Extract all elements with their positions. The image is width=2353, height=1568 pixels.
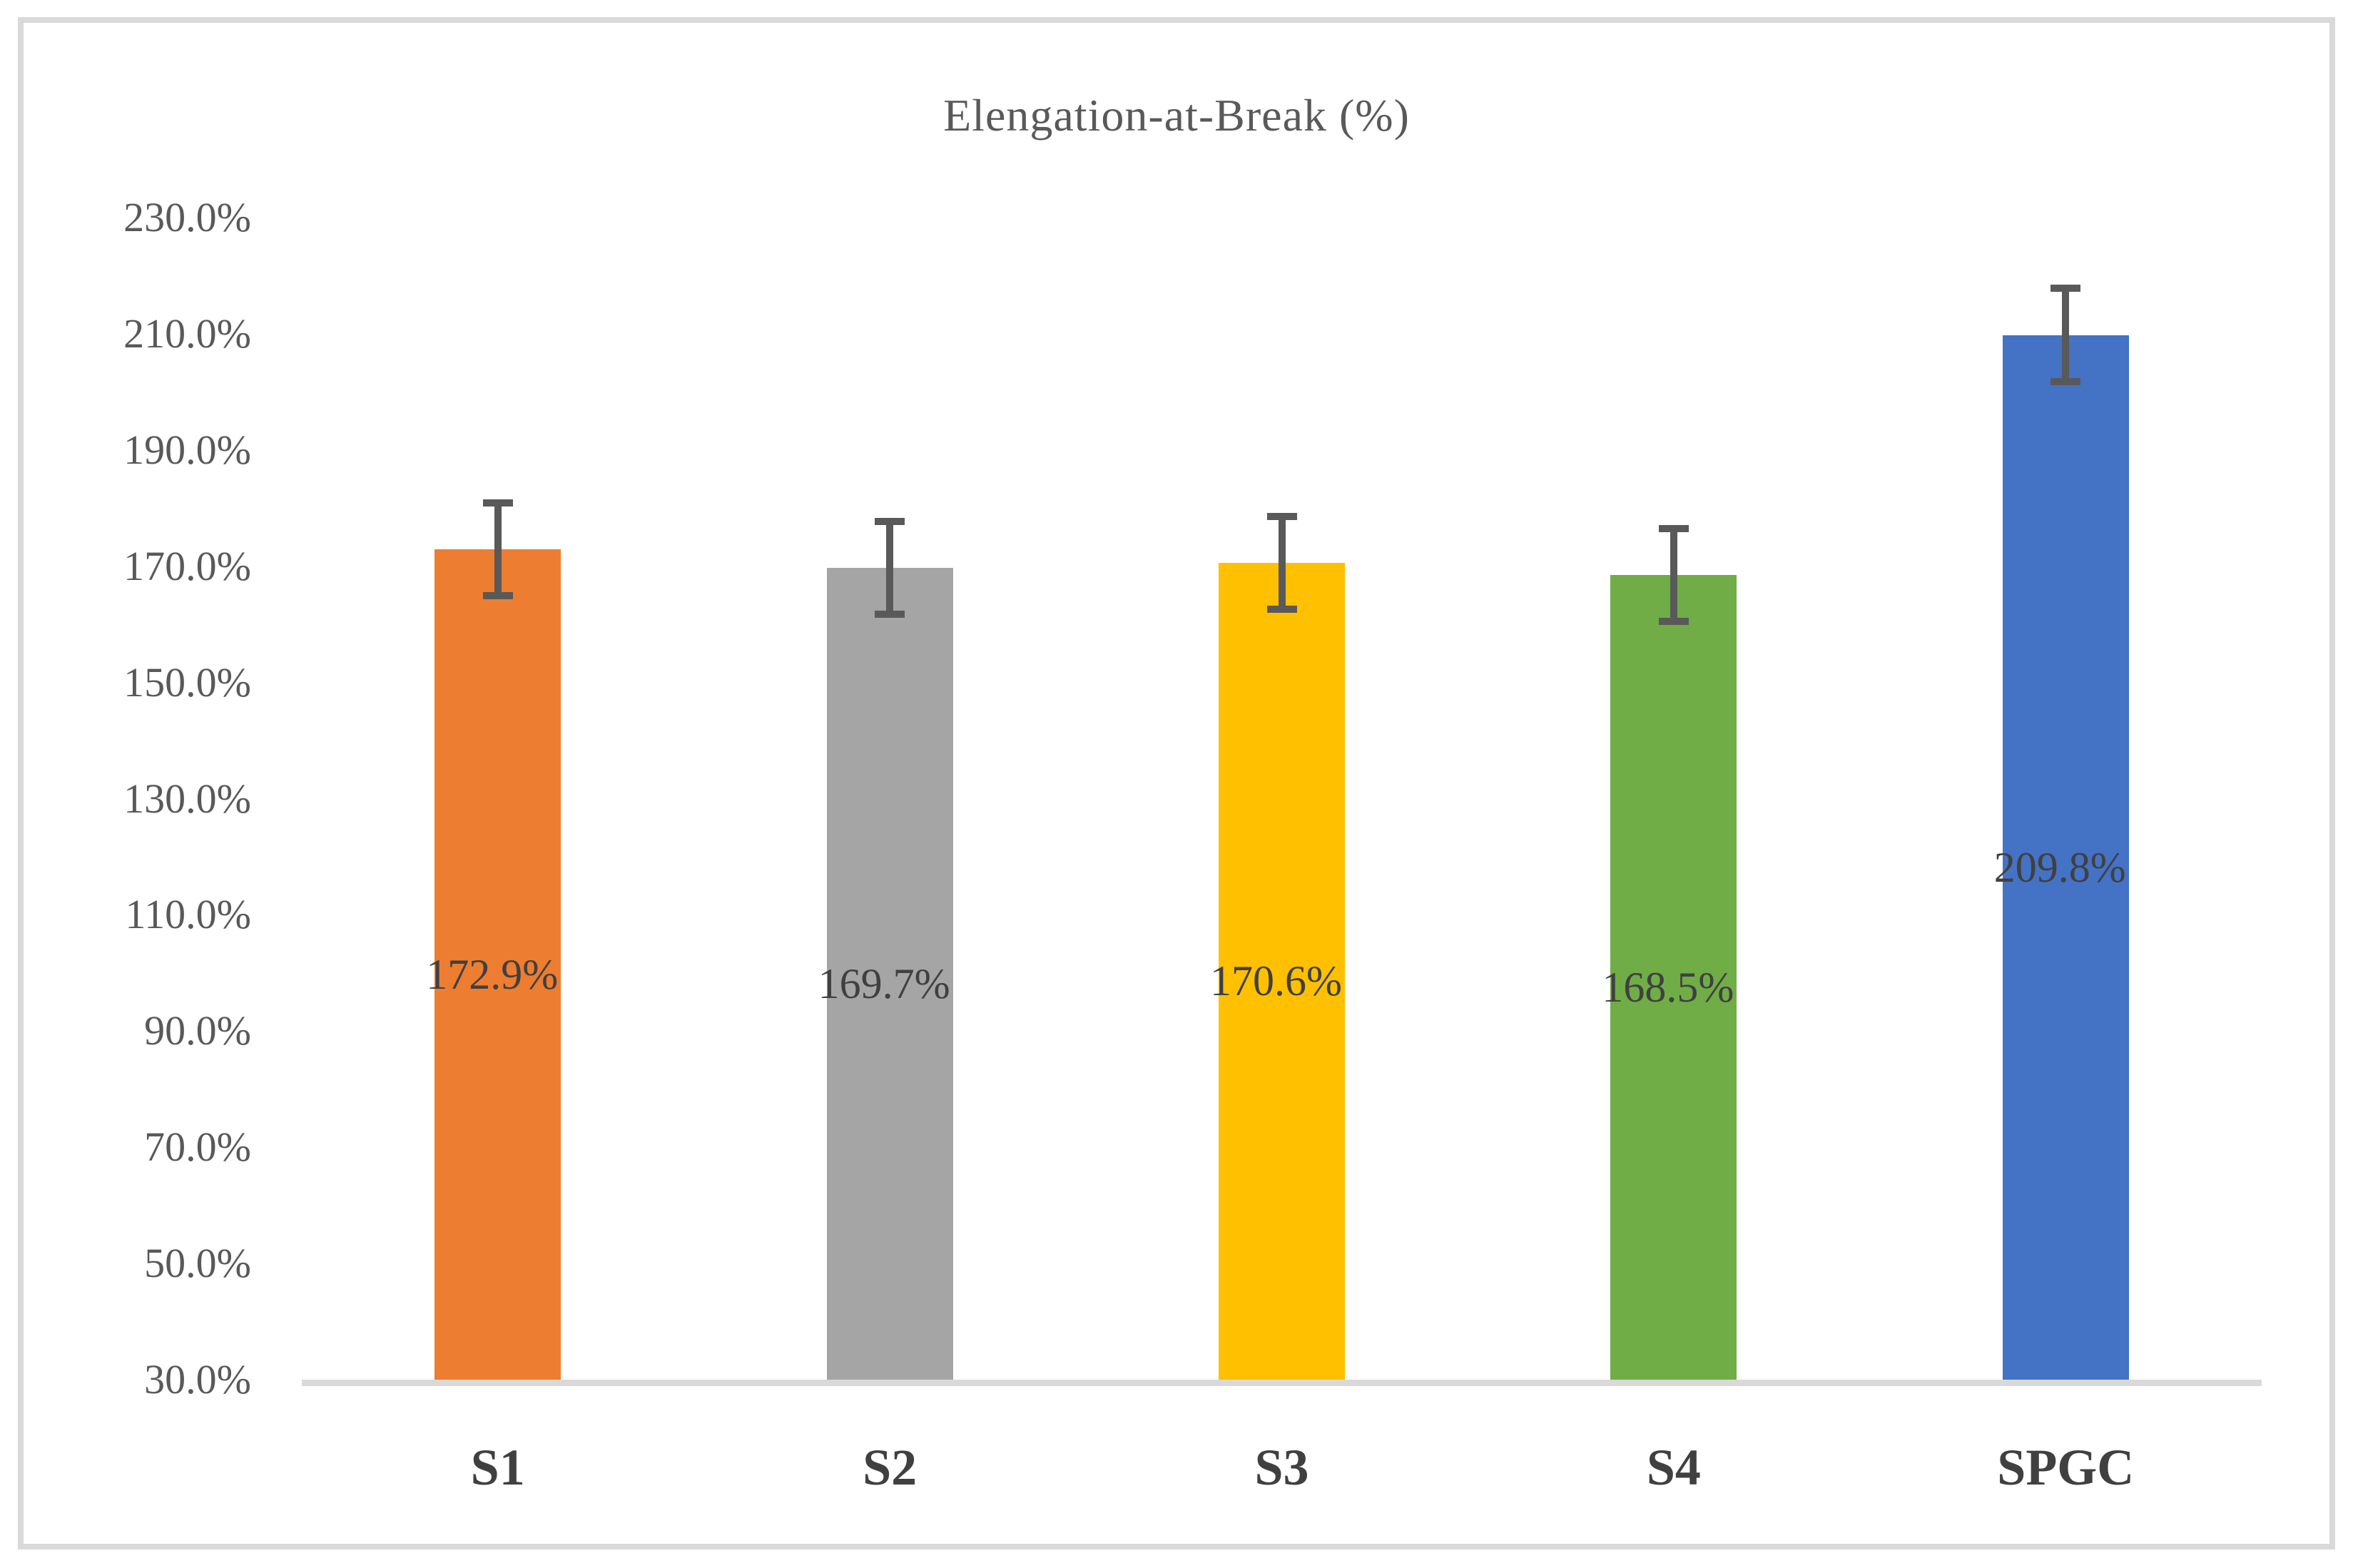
y-axis-tick-label: 190.0% xyxy=(123,426,251,473)
bar-data-label-s4: 168.5% xyxy=(1602,963,1734,1011)
error-bar-cap-top-s4 xyxy=(1658,524,1689,532)
bar-data-label-s2: 169.7% xyxy=(818,960,950,1008)
chart-title: Elengation-at-Break (%) xyxy=(943,90,1410,141)
error-bar-stem-s3 xyxy=(1278,516,1286,609)
y-axis-tick-label: 110.0% xyxy=(125,891,251,938)
y-axis-tick-label: 90.0% xyxy=(144,1007,251,1054)
error-bar-cap-bottom-s4 xyxy=(1658,618,1689,626)
error-bar-cap-top-spgc xyxy=(2050,285,2081,292)
x-axis-category-s2: S2 xyxy=(863,1439,918,1496)
x-axis-line xyxy=(302,1380,2262,1386)
bar-s3 xyxy=(1219,562,1345,1380)
bar-data-label-s1: 172.9% xyxy=(426,951,559,999)
bar-s4 xyxy=(1610,574,1737,1380)
bar-spgc xyxy=(2002,335,2129,1380)
chart-frame xyxy=(18,17,2335,1549)
error-bar-cap-top-s2 xyxy=(875,517,905,525)
error-bar-cap-top-s3 xyxy=(1266,512,1297,520)
bar-data-label-s3: 170.6% xyxy=(1210,957,1342,1005)
bar-s1 xyxy=(434,549,561,1380)
error-bar-stem-s2 xyxy=(886,521,894,615)
error-bar-stem-s4 xyxy=(1670,528,1677,622)
y-axis-tick-label: 230.0% xyxy=(123,194,251,240)
y-axis-tick-label: 130.0% xyxy=(123,775,251,822)
y-axis-tick-label: 70.0% xyxy=(144,1124,251,1171)
x-axis-category-spgc: SPGC xyxy=(1997,1439,2135,1496)
error-bar-cap-top-s1 xyxy=(482,499,513,506)
y-axis-tick-label: 30.0% xyxy=(144,1356,251,1402)
error-bar-cap-bottom-s1 xyxy=(482,592,513,600)
y-axis-tick-label: 150.0% xyxy=(123,658,251,706)
y-axis-tick-label: 170.0% xyxy=(123,542,251,589)
x-axis-category-s3: S3 xyxy=(1254,1439,1309,1496)
error-bar-stem-s1 xyxy=(494,502,502,596)
y-axis-tick-label: 50.0% xyxy=(144,1240,251,1287)
bar-s2 xyxy=(826,568,953,1380)
y-axis-tick-label: 210.0% xyxy=(123,310,251,357)
error-bar-cap-bottom-s3 xyxy=(1266,605,1297,613)
error-bar-stem-spgc xyxy=(2062,288,2070,382)
x-axis-category-s4: S4 xyxy=(1646,1439,1701,1496)
bar-data-label-spgc: 209.8% xyxy=(1993,843,2126,891)
error-bar-cap-bottom-s2 xyxy=(875,611,905,618)
x-axis-category-s1: S1 xyxy=(470,1439,525,1496)
error-bar-cap-bottom-spgc xyxy=(2050,377,2081,385)
